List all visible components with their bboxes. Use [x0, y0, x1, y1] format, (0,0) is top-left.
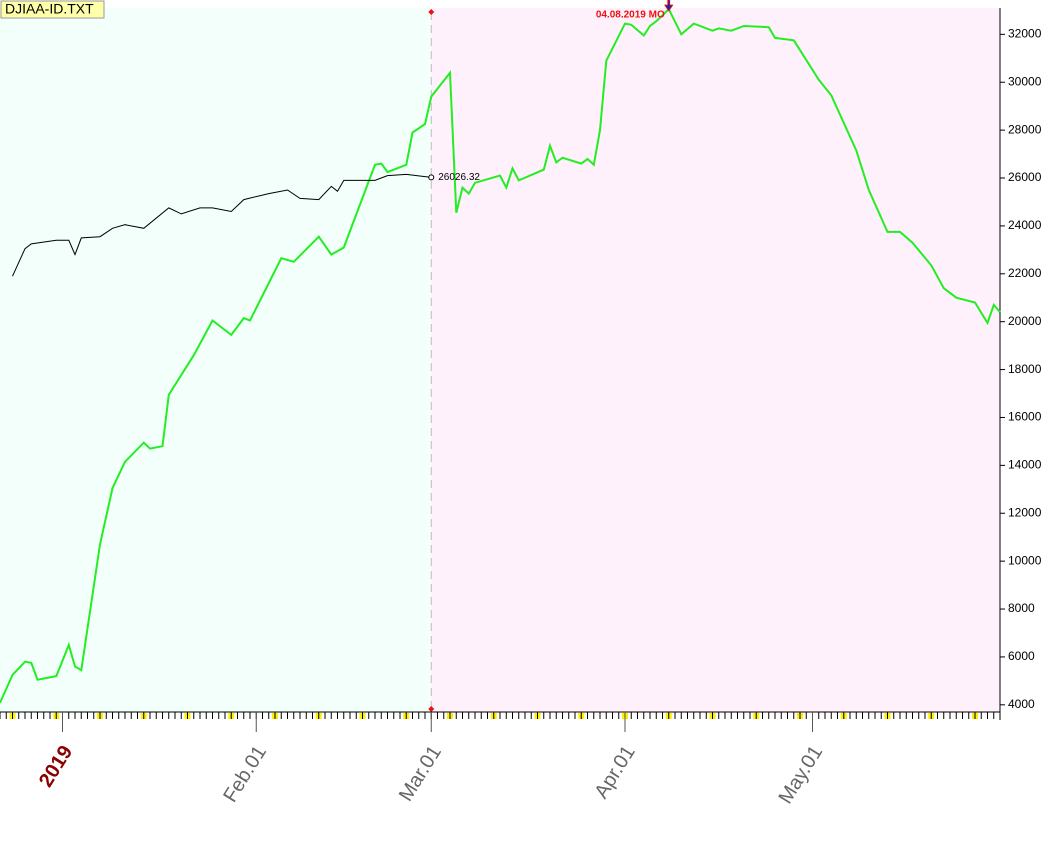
y-tick-label: 16000	[1008, 410, 1042, 424]
y-tick-label: 30000	[1008, 74, 1042, 88]
y-tick-label: 12000	[1008, 505, 1042, 519]
y-tick-label: 14000	[1008, 458, 1042, 472]
x-tick-label: Mar.01	[395, 742, 446, 806]
x-tick-label: Apr.01	[590, 742, 639, 803]
y-tick-label: 22000	[1008, 266, 1042, 280]
x-tick-label: Feb.01	[219, 742, 271, 806]
region	[0, 8, 432, 712]
y-tick-label: 24000	[1008, 218, 1042, 232]
lines	[0, 7, 1001, 704]
series-line	[0, 7, 1001, 704]
region	[431, 8, 1000, 712]
annotation: 04.08.2019 MO	[596, 10, 665, 21]
last-point	[428, 174, 435, 181]
y-tick-label: 4000	[1008, 697, 1035, 711]
x-tick-label: 2019	[35, 742, 77, 791]
title-box	[0, 0, 105, 19]
annotation-arrow	[664, 0, 674, 12]
y-tick-label: 18000	[1008, 362, 1042, 376]
y-tick-label: 20000	[1008, 314, 1042, 328]
background	[0, 8, 1000, 712]
y-tick-label: 28000	[1008, 122, 1042, 136]
y-tick-label: 32000	[1008, 27, 1042, 41]
y-tick-label: 26000	[1008, 170, 1042, 184]
y-tick-label: 6000	[1008, 649, 1035, 663]
title: DJIAA-ID.TXT	[5, 1, 94, 17]
overlay: 26026.32 04.08.2019 MO DJIAA-ID.TXT	[0, 0, 674, 183]
x-tick-label: May.01	[775, 742, 828, 808]
y-tick-label: 10000	[1008, 553, 1042, 567]
y-tick-label: 8000	[1008, 601, 1035, 615]
last-value-label: 26026.32	[438, 172, 480, 183]
series-line	[12, 173, 432, 277]
